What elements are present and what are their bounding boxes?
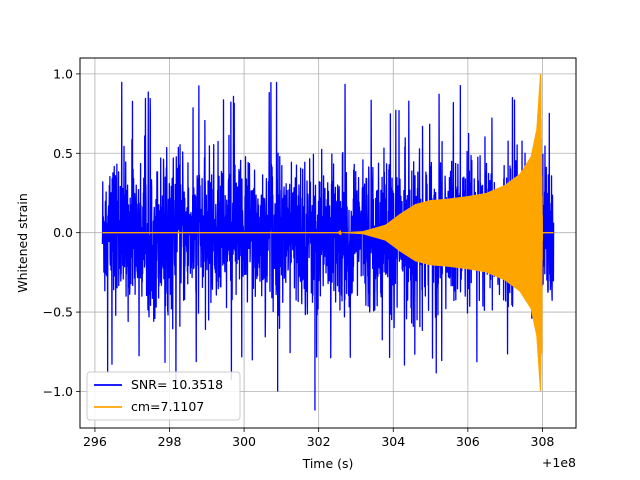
y-tick-label: −0.5 — [43, 305, 73, 320]
y-axis-label: Whitened strain — [15, 193, 30, 292]
y-tick-label: 1.0 — [53, 66, 73, 81]
y-axis-ticks: −1.0 −0.5 0.0 0.5 1.0 — [43, 66, 80, 399]
x-tick-label: 298 — [158, 434, 182, 449]
x-offset-label: +1e8 — [542, 455, 576, 470]
series-cm-line — [102, 76, 554, 391]
legend-box — [86, 371, 241, 421]
plot-frame — [79, 57, 577, 429]
x-tick-label: 302 — [307, 434, 331, 449]
x-tick-label: 308 — [531, 434, 555, 449]
x-tick-label: 306 — [456, 434, 480, 449]
legend-label-snr: SNR= 10.3518 — [131, 377, 223, 392]
y-tick-label: 0.5 — [53, 146, 73, 161]
legend-label-cm: cm=7.1107 — [131, 399, 204, 414]
x-tick-label: 304 — [381, 434, 405, 449]
series-layer — [101, 73, 555, 411]
legend: SNR= 10.3518 cm=7.1107 — [86, 371, 241, 421]
y-tick-label: 0.0 — [53, 225, 73, 240]
x-axis-label: Time (s) — [302, 456, 354, 471]
x-axis-ticks: 296 298 300 302 304 306 308 — [83, 428, 554, 449]
x-tick-label: 296 — [83, 434, 107, 449]
y-tick-label: −1.0 — [43, 384, 73, 399]
x-tick-label: 300 — [232, 434, 256, 449]
